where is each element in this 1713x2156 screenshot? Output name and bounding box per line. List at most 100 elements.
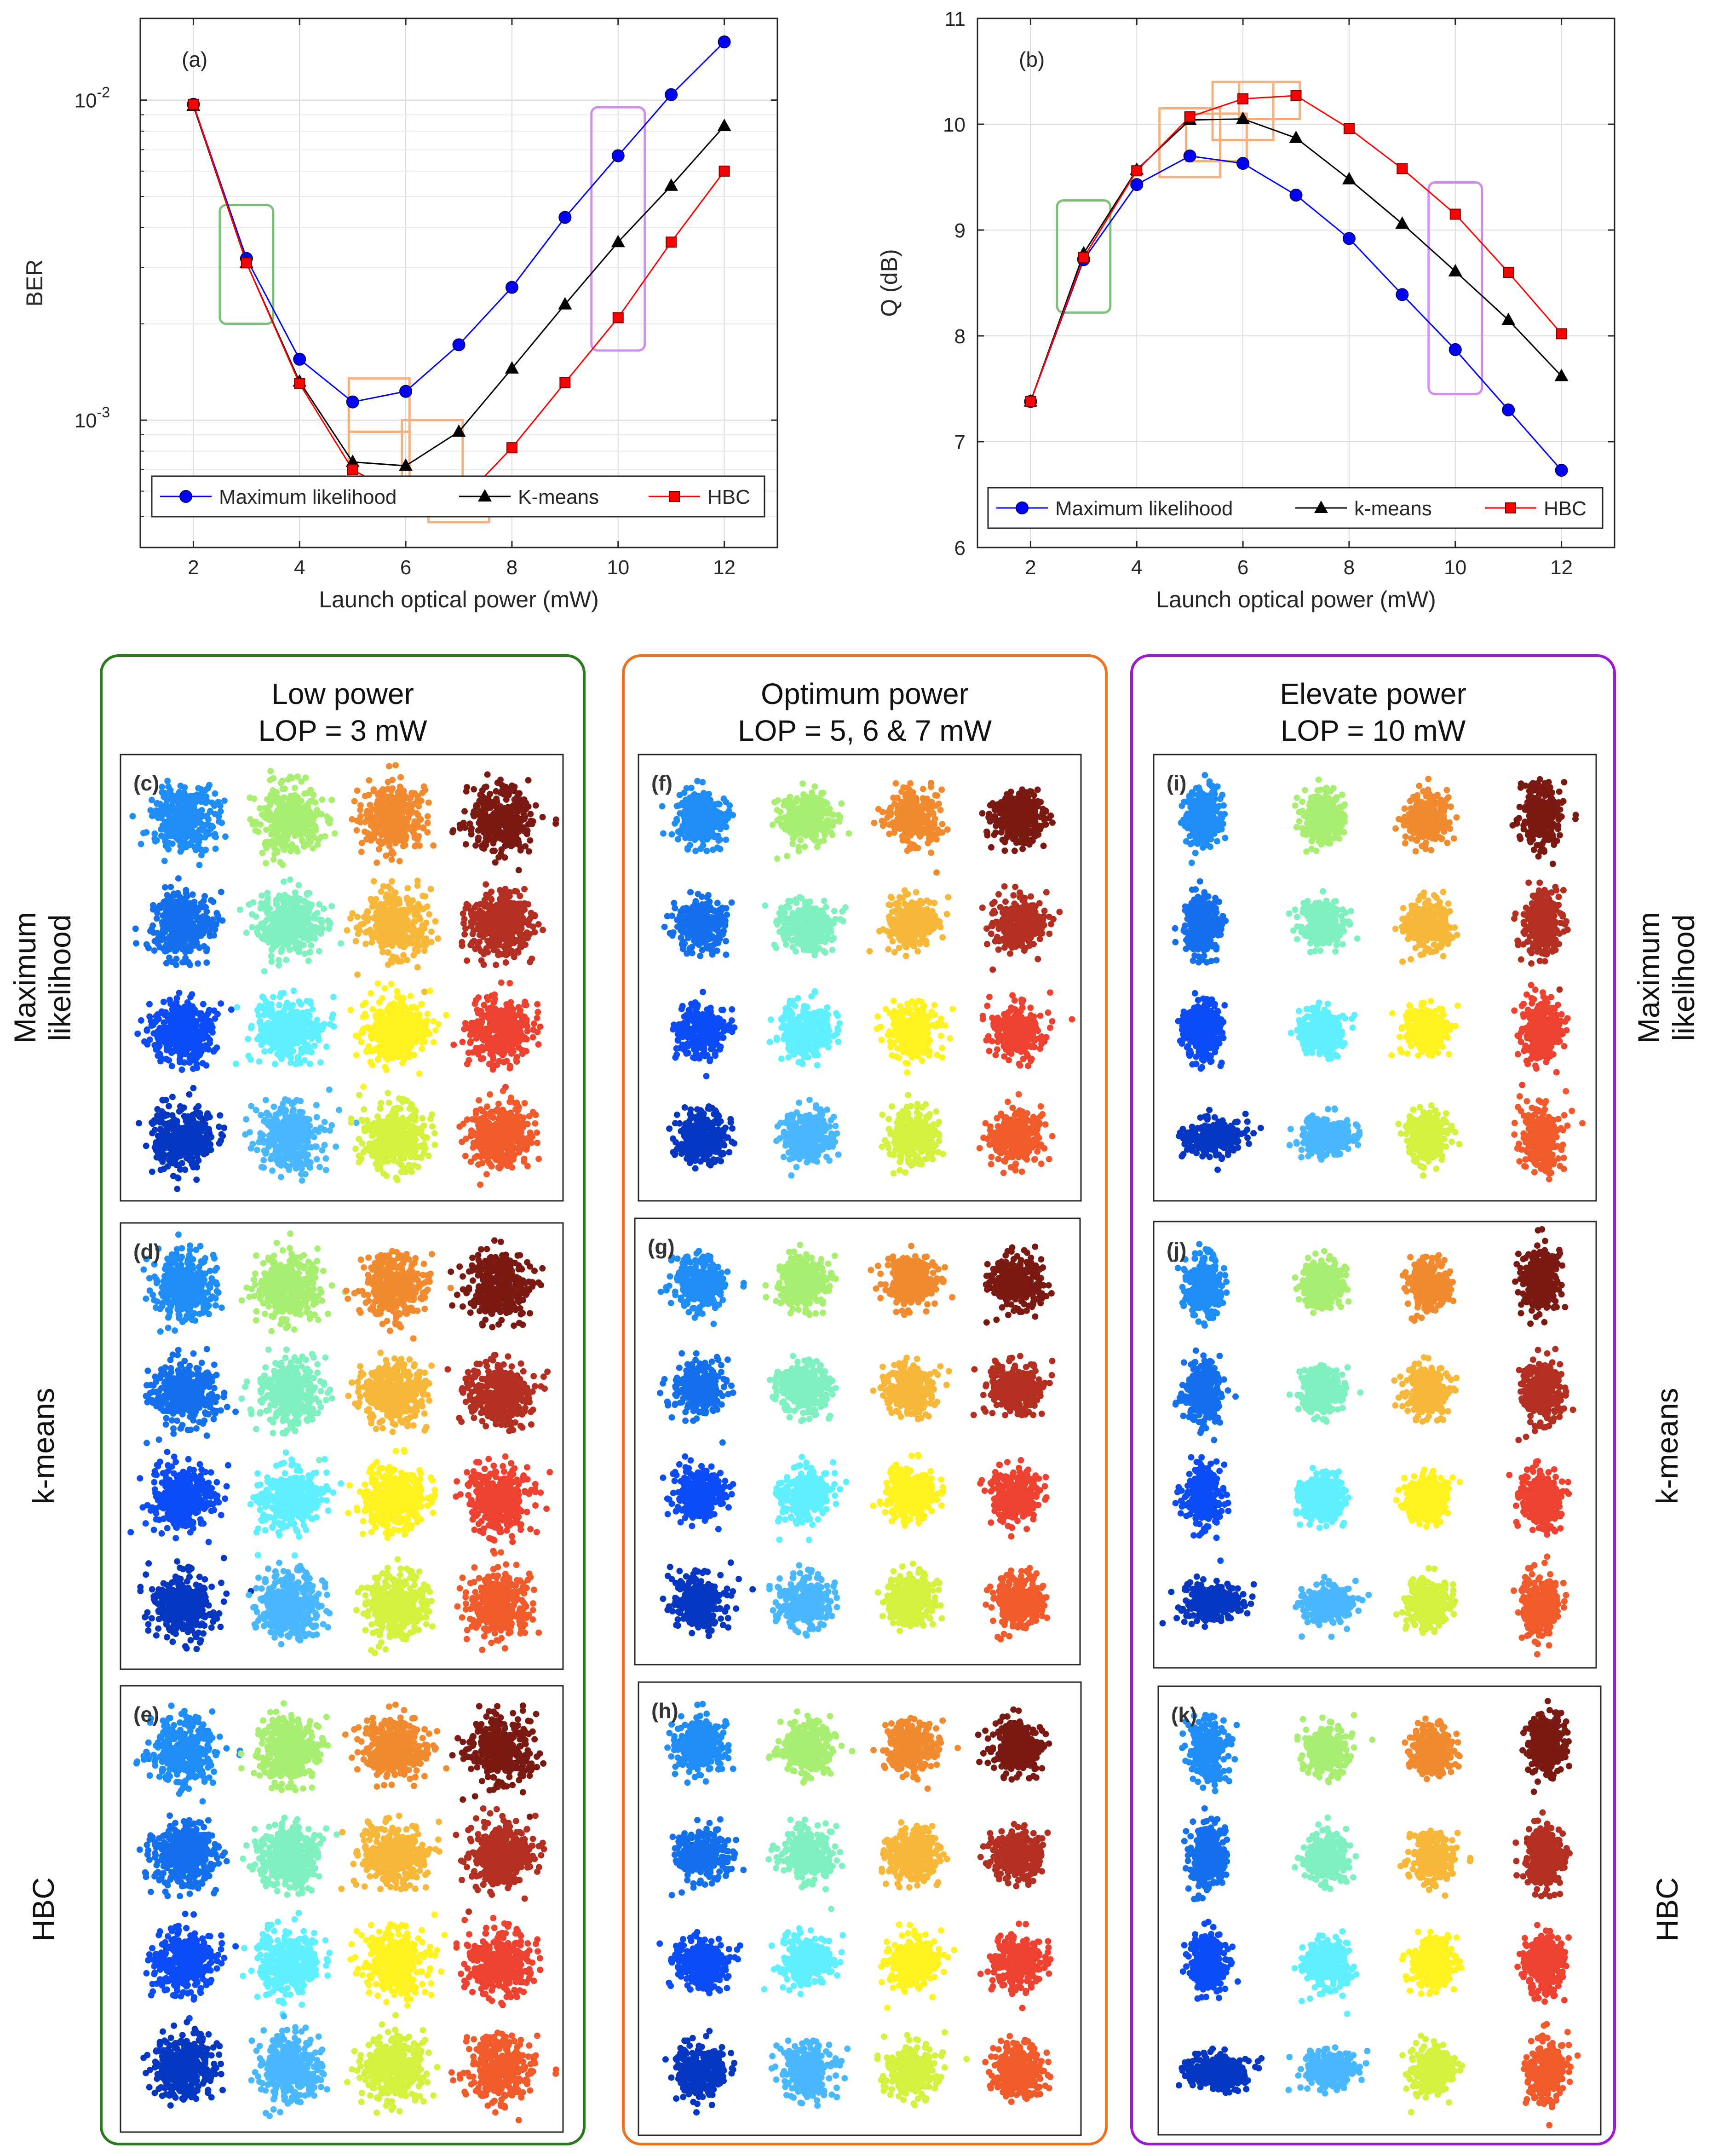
scatter-point xyxy=(154,915,160,922)
scatter-point xyxy=(468,831,475,837)
scatter-point xyxy=(183,831,190,838)
scatter-point xyxy=(166,815,172,821)
scatter-point xyxy=(216,819,222,825)
scatter-point xyxy=(501,854,508,861)
scatter-point xyxy=(527,837,533,844)
scatter-point xyxy=(198,847,204,853)
scatter-point xyxy=(278,804,285,810)
scatter-point xyxy=(196,827,203,833)
scatter-point xyxy=(221,797,228,804)
scatter-point xyxy=(165,784,172,790)
scatter-point xyxy=(425,820,431,826)
scatter-point xyxy=(271,845,277,851)
scatter-point xyxy=(516,825,522,832)
scatter-point xyxy=(366,777,372,784)
data-point xyxy=(1557,329,1567,339)
scatter-point xyxy=(132,926,139,932)
scatter-point xyxy=(158,833,165,839)
plot-area xyxy=(140,18,777,548)
scatter-point xyxy=(368,822,374,829)
scatter-point xyxy=(363,811,370,818)
scatter-point xyxy=(493,788,499,795)
scatter-point xyxy=(154,800,161,807)
scatter-point xyxy=(251,796,257,802)
x-axis-label: Launch optical power (mW) xyxy=(319,587,599,612)
figure: 2 4 6 8 10 1210-310-2Launch optical power (mW… xyxy=(0,0,1713,2156)
scatter-point xyxy=(357,802,364,808)
scatter-point xyxy=(318,834,324,840)
data-point xyxy=(719,36,730,48)
data-point xyxy=(666,237,676,247)
scatter-point xyxy=(391,810,398,817)
scatter-point xyxy=(184,798,190,804)
scatter-point xyxy=(391,801,397,807)
scatter-point xyxy=(480,798,487,805)
scatter-point xyxy=(195,785,201,791)
scatter-point xyxy=(163,960,170,967)
scatter-point xyxy=(149,797,155,803)
y-tick-label: 7 xyxy=(954,431,966,454)
scatter-point xyxy=(164,830,171,836)
scatter-point xyxy=(138,841,144,847)
scatter-point xyxy=(158,815,165,821)
scatter-point xyxy=(270,856,277,863)
scatter-point xyxy=(514,794,521,800)
data-point xyxy=(612,150,624,162)
scatter-point xyxy=(506,789,512,796)
x-tick-label: 12 xyxy=(713,556,736,579)
y-tick-base: 10 xyxy=(75,409,97,432)
data-point xyxy=(453,339,465,351)
legend-marker xyxy=(1016,502,1028,514)
scatter-point xyxy=(516,867,522,873)
data-point xyxy=(1503,267,1513,277)
data-point xyxy=(665,89,677,101)
data-point xyxy=(1291,91,1301,101)
scatter-point xyxy=(425,800,432,806)
scatter-point xyxy=(279,786,286,792)
scatter-point xyxy=(263,860,269,866)
legend-marker xyxy=(1506,503,1516,513)
scatter-point xyxy=(308,829,315,835)
constellation-panel: (c) xyxy=(121,755,563,1201)
scatter-point xyxy=(553,816,559,823)
scatter-point xyxy=(202,822,209,828)
scatter-point xyxy=(184,894,190,900)
scatter-point xyxy=(198,852,205,859)
scatter-point xyxy=(354,827,360,834)
scatter-point xyxy=(477,792,483,798)
scatter-point xyxy=(307,787,314,793)
scatter-point xyxy=(303,824,310,830)
scatter-point xyxy=(196,862,202,868)
scatter-point xyxy=(262,842,268,848)
scatter-point xyxy=(481,813,487,819)
scatter-point xyxy=(170,826,176,833)
panel-label: (a) xyxy=(182,47,207,71)
scatter-point xyxy=(189,832,195,838)
scatter-point xyxy=(158,826,164,833)
scatter-point xyxy=(307,839,314,845)
data-point xyxy=(1184,150,1196,162)
scatter-point xyxy=(175,799,182,805)
data-point xyxy=(347,396,359,408)
scatter-point xyxy=(302,842,308,849)
scatter-point xyxy=(294,794,301,801)
scatter-point xyxy=(515,808,521,815)
scatter-point xyxy=(259,812,265,818)
scatter-point xyxy=(175,875,182,882)
scatter-point xyxy=(272,798,278,805)
scatter-point xyxy=(484,837,490,844)
legend-label: HBC xyxy=(707,486,750,508)
scatter-point xyxy=(409,828,416,834)
y-tick-label: 8 xyxy=(954,325,966,348)
data-point xyxy=(1079,253,1089,263)
scatter-point xyxy=(190,891,196,898)
scatter-point xyxy=(310,813,317,820)
scatter-point xyxy=(397,858,403,865)
scatter-point xyxy=(397,774,404,780)
scatter-point xyxy=(257,805,263,812)
scatter-point xyxy=(505,811,512,818)
scatter-point xyxy=(193,796,199,803)
scatter-point xyxy=(366,792,372,798)
scatter-point xyxy=(213,846,219,852)
y-tick-label: 9 xyxy=(954,219,966,242)
